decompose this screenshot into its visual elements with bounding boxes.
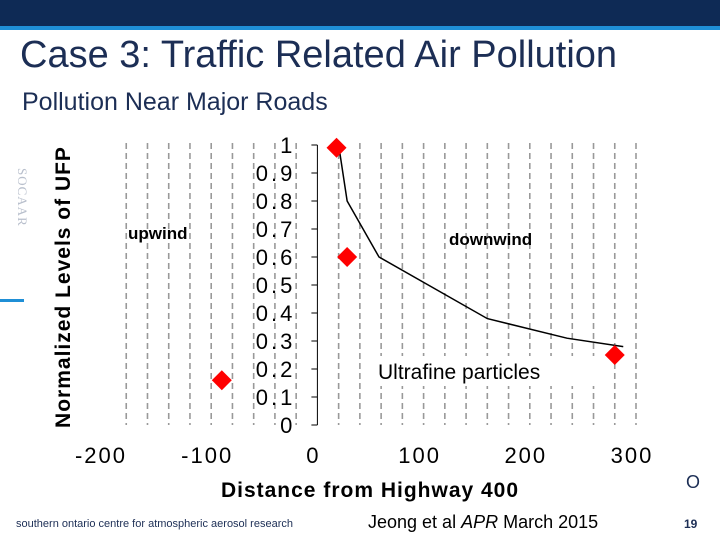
x-tick-label: 100: [398, 443, 441, 468]
data-point-diamond: [337, 247, 358, 267]
x-tick-labels: -200 -100 0 100 200 300: [75, 443, 654, 468]
page-number: 19: [684, 517, 698, 531]
citation-suffix: March 2015: [498, 512, 599, 532]
data-point-diamond: [211, 370, 232, 391]
annotation-box: [372, 356, 596, 386]
y-tick-label: 0.6: [256, 245, 296, 270]
y-tick-label: 0.8: [256, 189, 296, 214]
y-tick-label: 0.7: [256, 217, 296, 242]
footer-citation: Jeong et al APR March 2015: [368, 512, 598, 533]
x-tick-label: 300: [611, 443, 654, 468]
annotation-downwind: downwind: [449, 230, 532, 249]
y-tick-label: 0.3: [256, 329, 296, 354]
x-tick-label: -200: [75, 443, 127, 468]
y-tick-label: 1: [280, 133, 295, 158]
annotation-upwind: upwind: [128, 224, 187, 243]
x-tick-label: -100: [181, 443, 233, 468]
side-accent-bar: [0, 299, 24, 302]
footer-organization: southern ontario centre for atmospheric …: [16, 518, 293, 530]
y-tick-label: 0: [280, 413, 295, 438]
y-tick-marks: [311, 144, 318, 426]
y-tick-label: 0.4: [256, 301, 296, 326]
citation-journal: APR: [461, 512, 499, 532]
data-point-diamond: [326, 137, 347, 158]
series-data-points: [211, 137, 625, 391]
y-axis-label: Normalized Levels of UFP: [52, 146, 75, 428]
annotation-ultrafine-particles: Ultrafine particles: [378, 361, 540, 384]
slide-title: Case 3: Traffic Related Air Pollution: [20, 34, 618, 76]
y-tick-label: 0.9: [256, 161, 296, 186]
citation-prefix: Jeong et al: [368, 512, 462, 532]
x-tick-label: 200: [504, 443, 547, 468]
series-trend-line: [337, 144, 624, 348]
y-tick-label: 0.2: [256, 357, 296, 382]
slide-subtitle: Pollution Near Major Roads: [22, 88, 328, 116]
y-tick-labels: 0 0.1 0.2 0.3 0.4 0.5 0.6 0.7 0.8 0.9 1: [256, 133, 296, 438]
right-edge-logo-fragment: O: [686, 472, 701, 492]
x-tick-label: 0: [306, 443, 320, 468]
top-accent-stripe: [0, 26, 720, 30]
top-banner: [0, 0, 720, 26]
y-tick-label: 0.5: [256, 273, 296, 298]
x-axis-label: Distance from Highway 400: [221, 479, 519, 502]
data-point-diamond: [604, 345, 625, 365]
y-tick-label: 0.1: [256, 385, 296, 410]
